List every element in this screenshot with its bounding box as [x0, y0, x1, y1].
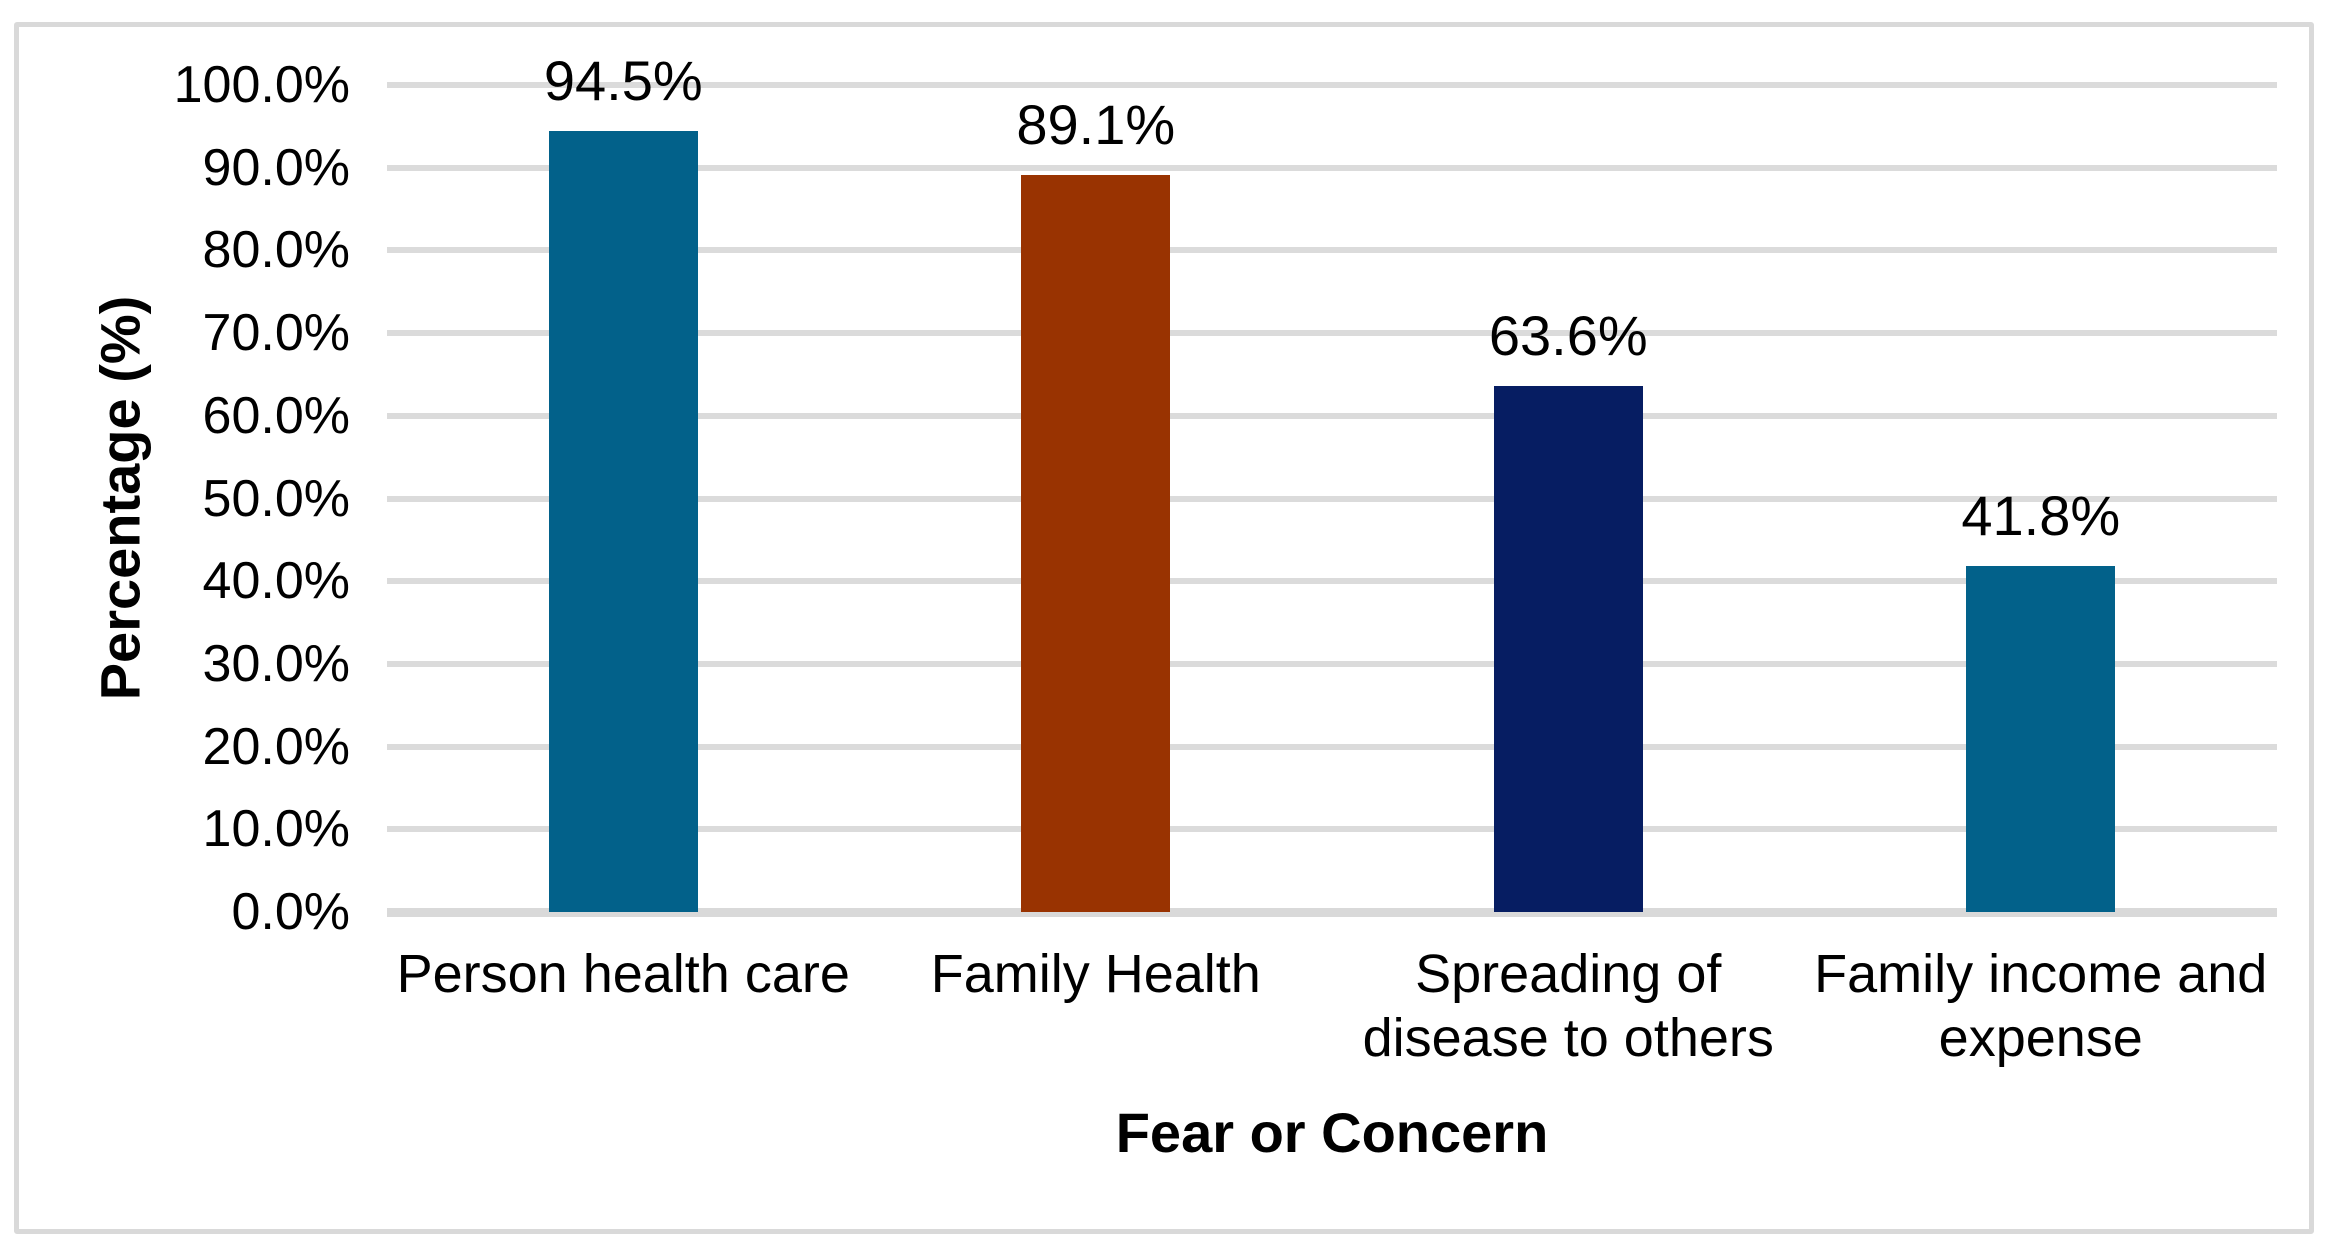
x-category-label: Person health care: [396, 944, 850, 1004]
y-tick-label: 100.0%: [173, 56, 350, 114]
gridline: [387, 330, 2277, 337]
x-axis-line: [387, 907, 2277, 917]
bar-value-label: 89.1%: [1016, 93, 1176, 157]
gridline: [387, 247, 2277, 254]
bar-value-label: 94.5%: [543, 48, 703, 112]
gridline: [387, 660, 2277, 667]
bar: [1021, 175, 1171, 912]
bar: [1493, 386, 1643, 912]
y-tick-label: 60.0%: [202, 386, 350, 445]
bar-value-label: 63.6%: [1488, 304, 1648, 368]
y-tick-label: 0.0%: [231, 883, 350, 941]
gridline: [387, 826, 2277, 833]
gridline: [387, 412, 2277, 419]
y-tick-label: 80.0%: [202, 221, 350, 280]
y-tick-label: 20.0%: [202, 717, 350, 776]
x-category-label: Spreading of disease to others: [1362, 944, 1774, 1068]
plot-area: 94.5% 89.1% 63.6% 41.8%: [387, 49, 2277, 917]
bar: [1966, 566, 2116, 912]
y-tick-label: 90.0%: [202, 138, 350, 197]
gridline: [387, 164, 2277, 171]
y-tick-label: 30.0%: [202, 634, 350, 693]
gridline: [387, 578, 2277, 585]
y-tick-label: 70.0%: [202, 304, 350, 363]
gridline: [387, 495, 2277, 502]
gridline: [387, 82, 2277, 88]
y-tick-label: 50.0%: [202, 469, 350, 528]
gridline: [387, 743, 2277, 750]
bar: [548, 130, 698, 912]
bar-value-label: 41.8%: [1961, 484, 2121, 548]
x-category-label: Family income and expense: [1814, 944, 2268, 1068]
y-tick-label: 10.0%: [202, 800, 350, 859]
x-axis-title: Fear or Concern: [1115, 1101, 1549, 1164]
y-tick-label: 40.0%: [202, 552, 350, 611]
x-category-label: Family Health: [930, 944, 1261, 1004]
